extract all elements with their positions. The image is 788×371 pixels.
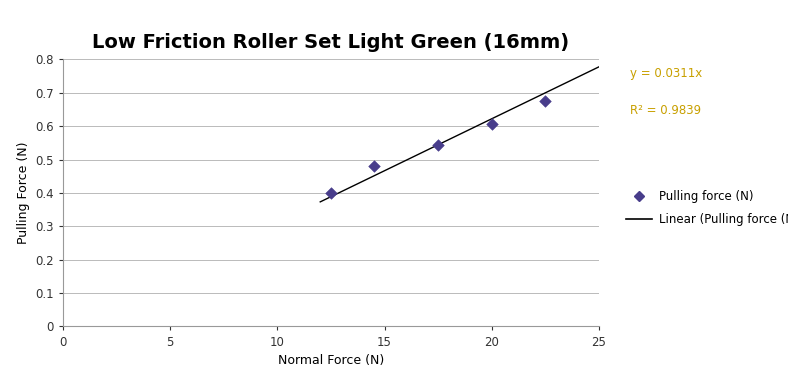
Point: [367, 163, 380, 169]
Point: [325, 190, 337, 196]
X-axis label: Normal Force (N): Normal Force (N): [278, 354, 384, 367]
Legend: Pulling force (N), Linear (Pulling force (N)): Pulling force (N), Linear (Pulling force…: [621, 186, 788, 230]
Y-axis label: Pulling Force (N): Pulling Force (N): [17, 142, 30, 244]
Point: [539, 98, 552, 104]
Title: Low Friction Roller Set Light Green (16mm): Low Friction Roller Set Light Green (16m…: [92, 33, 570, 52]
Point: [485, 122, 498, 128]
Text: y = 0.0311x: y = 0.0311x: [630, 67, 703, 80]
Point: [432, 141, 444, 147]
Text: R² = 0.9839: R² = 0.9839: [630, 104, 701, 117]
